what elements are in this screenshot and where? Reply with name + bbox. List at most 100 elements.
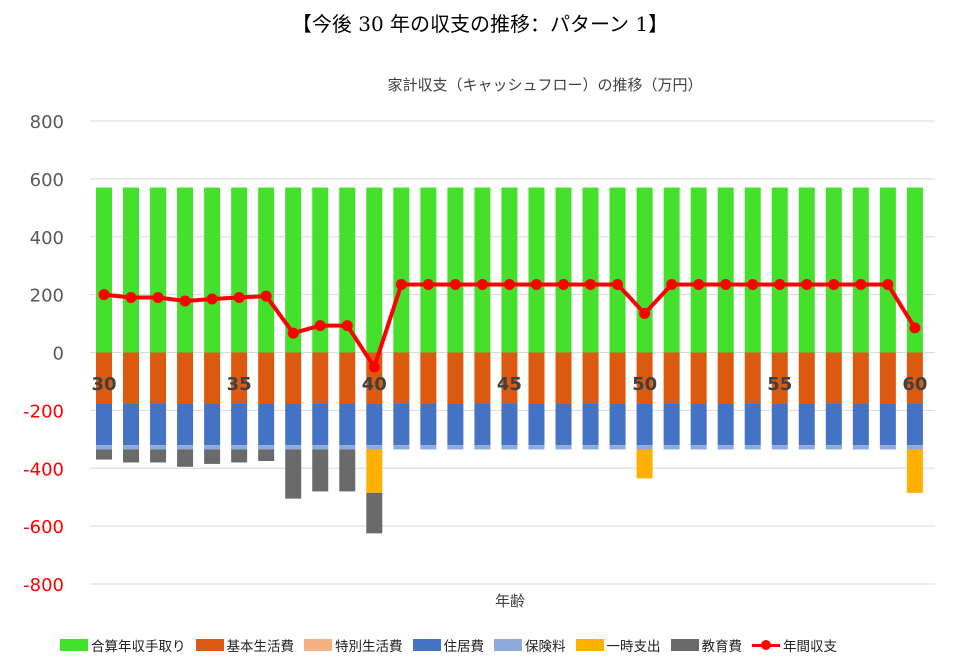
legend-swatch bbox=[304, 639, 332, 651]
data-point bbox=[233, 292, 245, 304]
bar-segment bbox=[636, 445, 653, 450]
bar-segment bbox=[339, 445, 356, 450]
bar-segment bbox=[231, 352, 248, 404]
data-point bbox=[909, 322, 921, 334]
data-point bbox=[639, 307, 651, 319]
data-point bbox=[882, 278, 894, 290]
bar-segment bbox=[177, 445, 194, 450]
legend-swatch bbox=[670, 639, 699, 651]
bar-segment bbox=[906, 445, 923, 450]
bar-segment bbox=[582, 403, 599, 446]
bar-segment bbox=[312, 187, 329, 353]
legend: 合算年収手取り 基本生活費 特別生活費 住居費 保険料 一時支出 教育費 年間収支 bbox=[60, 634, 960, 656]
bar-segment bbox=[258, 449, 275, 462]
bar-segment bbox=[636, 352, 653, 404]
x-tick-label: 50 bbox=[632, 374, 657, 395]
bar-segment bbox=[474, 445, 491, 450]
data-point bbox=[666, 278, 678, 290]
bar-segment bbox=[312, 445, 329, 450]
bar-segment bbox=[906, 352, 923, 404]
legend-label: 基本生活費 bbox=[226, 639, 295, 655]
bar-segment bbox=[231, 449, 248, 463]
bar-segment bbox=[177, 187, 194, 353]
bar-segment bbox=[312, 352, 329, 404]
legend-item: 教育費 bbox=[670, 635, 743, 655]
bar-segment bbox=[420, 187, 437, 353]
data-point bbox=[395, 278, 407, 290]
bar-segment bbox=[474, 352, 491, 404]
data-point bbox=[260, 290, 272, 302]
x-tick-label: 55 bbox=[767, 374, 792, 395]
bar-segment bbox=[771, 352, 788, 404]
bar-segment bbox=[879, 445, 896, 450]
bar-segment bbox=[636, 449, 653, 479]
bar-segment bbox=[717, 403, 734, 446]
bar-segment bbox=[177, 352, 194, 404]
data-point bbox=[206, 293, 218, 305]
bar-segment bbox=[636, 403, 653, 446]
bar-segment bbox=[258, 187, 275, 353]
legend-label: 教育費 bbox=[701, 639, 743, 655]
bar-segment bbox=[447, 187, 464, 353]
bar-segment bbox=[528, 445, 545, 450]
bar-segment bbox=[123, 449, 140, 463]
bar-segment bbox=[825, 187, 842, 353]
x-axis-label: 年齢 bbox=[495, 592, 525, 610]
bar-segment bbox=[258, 403, 275, 446]
bar-segment bbox=[393, 445, 410, 450]
bar-segment bbox=[879, 403, 896, 446]
bar-segment bbox=[150, 403, 167, 446]
bar-segment bbox=[744, 352, 761, 404]
bar-segment bbox=[555, 445, 572, 450]
bar-segment bbox=[447, 445, 464, 450]
legend-label: 住居費 bbox=[443, 639, 485, 655]
bar-segment bbox=[420, 445, 437, 450]
y-tick-label: -800 bbox=[23, 575, 64, 596]
bars bbox=[96, 187, 923, 534]
legend-label: 保険料 bbox=[525, 639, 566, 655]
x-tick-label: 40 bbox=[362, 374, 387, 395]
data-point bbox=[612, 278, 624, 290]
data-point bbox=[530, 278, 542, 290]
bar-segment bbox=[501, 445, 518, 450]
data-point bbox=[368, 361, 380, 373]
bar-segment bbox=[609, 403, 626, 446]
data-point bbox=[422, 278, 434, 290]
bar-segment bbox=[339, 449, 356, 492]
bar-segment bbox=[366, 403, 383, 446]
bar-segment bbox=[609, 352, 626, 404]
bar-segment bbox=[690, 403, 707, 446]
bar-segment bbox=[636, 187, 653, 353]
data-point bbox=[503, 278, 515, 290]
bar-segment bbox=[582, 445, 599, 450]
bar-segment bbox=[798, 403, 815, 446]
bar-segment bbox=[204, 187, 221, 353]
bar-segment bbox=[285, 187, 302, 353]
data-point bbox=[341, 320, 353, 332]
bar-segment bbox=[150, 449, 167, 463]
bar-segment bbox=[501, 352, 518, 404]
bar-segment bbox=[339, 352, 356, 404]
y-tick-label: 800 bbox=[30, 112, 64, 133]
bar-segment bbox=[879, 352, 896, 404]
data-point bbox=[801, 278, 813, 290]
bar-segment bbox=[339, 403, 356, 446]
bar-segment bbox=[906, 187, 923, 353]
data-point bbox=[152, 292, 164, 304]
bar-segment bbox=[285, 445, 302, 450]
axis-labels: 800 600 400 200 0 -200 -400 -600 -800 30 35 40 45 50 5… bbox=[23, 112, 927, 596]
bar-segment bbox=[663, 187, 680, 353]
bar-segment bbox=[906, 449, 923, 493]
bar-segment bbox=[798, 445, 815, 450]
bar-segment bbox=[285, 403, 302, 446]
bar-segment bbox=[123, 403, 140, 446]
legend-label: 一時支出 bbox=[606, 639, 661, 655]
bar-segment bbox=[285, 449, 302, 499]
bar-segment bbox=[528, 403, 545, 446]
bar-segment bbox=[123, 352, 140, 404]
bar-segment bbox=[204, 445, 221, 450]
data-point bbox=[720, 278, 732, 290]
bar-segment bbox=[528, 352, 545, 404]
legend-label: 合算年収手取り bbox=[91, 639, 186, 655]
data-point bbox=[287, 327, 299, 339]
